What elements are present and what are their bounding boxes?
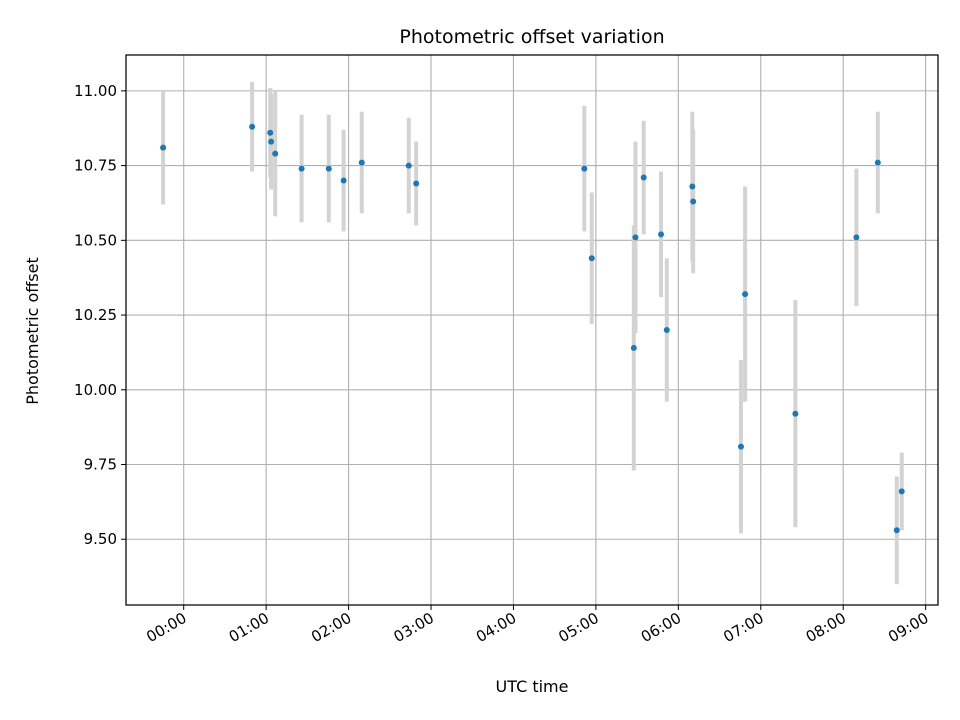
chart-title: Photometric offset variation bbox=[399, 26, 664, 48]
x-tick-label: 09:00 bbox=[885, 609, 931, 646]
x-axis-ticks: 00:00 01:00 02:00 03:00 04:00 05:00 06:00 07:00… bbox=[143, 605, 932, 646]
y-axis-label: Photometric offset bbox=[23, 257, 42, 405]
data-point bbox=[640, 174, 647, 181]
data-point bbox=[898, 488, 905, 495]
data-point bbox=[298, 165, 305, 172]
x-tick-label: 04:00 bbox=[473, 609, 519, 646]
data-point bbox=[325, 165, 332, 172]
x-tick-label: 08:00 bbox=[803, 609, 849, 646]
data-point bbox=[588, 255, 595, 262]
data-point bbox=[630, 344, 637, 351]
y-tick-label: 10.50 bbox=[74, 231, 117, 249]
data-point bbox=[268, 138, 275, 145]
x-axis-label: UTC time bbox=[496, 677, 569, 696]
data-point bbox=[249, 123, 256, 130]
data-point bbox=[267, 129, 274, 136]
x-tick-label: 05:00 bbox=[555, 609, 601, 646]
y-tick-label: 10.25 bbox=[74, 306, 117, 324]
data-point bbox=[742, 291, 749, 298]
data-point bbox=[413, 180, 420, 187]
y-tick-label: 10.00 bbox=[74, 381, 117, 399]
error-bars bbox=[161, 81, 904, 585]
y-tick-label: 9.50 bbox=[84, 530, 117, 548]
data-point bbox=[737, 443, 744, 450]
data-point bbox=[792, 410, 799, 417]
x-tick-label: 02:00 bbox=[308, 609, 354, 646]
data-point bbox=[340, 177, 347, 184]
x-tick-label: 07:00 bbox=[720, 609, 766, 646]
data-point bbox=[581, 165, 588, 172]
x-tick-label: 06:00 bbox=[638, 609, 684, 646]
x-tick-label: 00:00 bbox=[143, 609, 189, 646]
x-tick-label: 01:00 bbox=[226, 609, 272, 646]
data-points bbox=[160, 123, 905, 534]
data-point bbox=[632, 234, 639, 241]
x-tick-label: 03:00 bbox=[391, 609, 437, 646]
data-point bbox=[663, 327, 670, 333]
data-point bbox=[272, 150, 279, 157]
data-point bbox=[405, 162, 412, 169]
data-point bbox=[853, 234, 860, 241]
y-tick-label: 9.75 bbox=[84, 456, 117, 474]
data-point bbox=[874, 159, 881, 166]
y-axis-ticks: 9.50 9.75 10.00 10.25 10.50 10.75 11.00 bbox=[74, 82, 126, 548]
data-point bbox=[160, 144, 167, 151]
plot-frame bbox=[125, 54, 939, 606]
data-point bbox=[658, 231, 665, 238]
y-tick-label: 10.75 bbox=[74, 157, 117, 175]
data-point bbox=[689, 183, 696, 190]
grid-lines bbox=[126, 55, 938, 605]
data-point bbox=[690, 198, 697, 205]
data-point bbox=[893, 527, 900, 534]
data-point bbox=[358, 159, 365, 166]
y-tick-label: 11.00 bbox=[74, 82, 117, 100]
